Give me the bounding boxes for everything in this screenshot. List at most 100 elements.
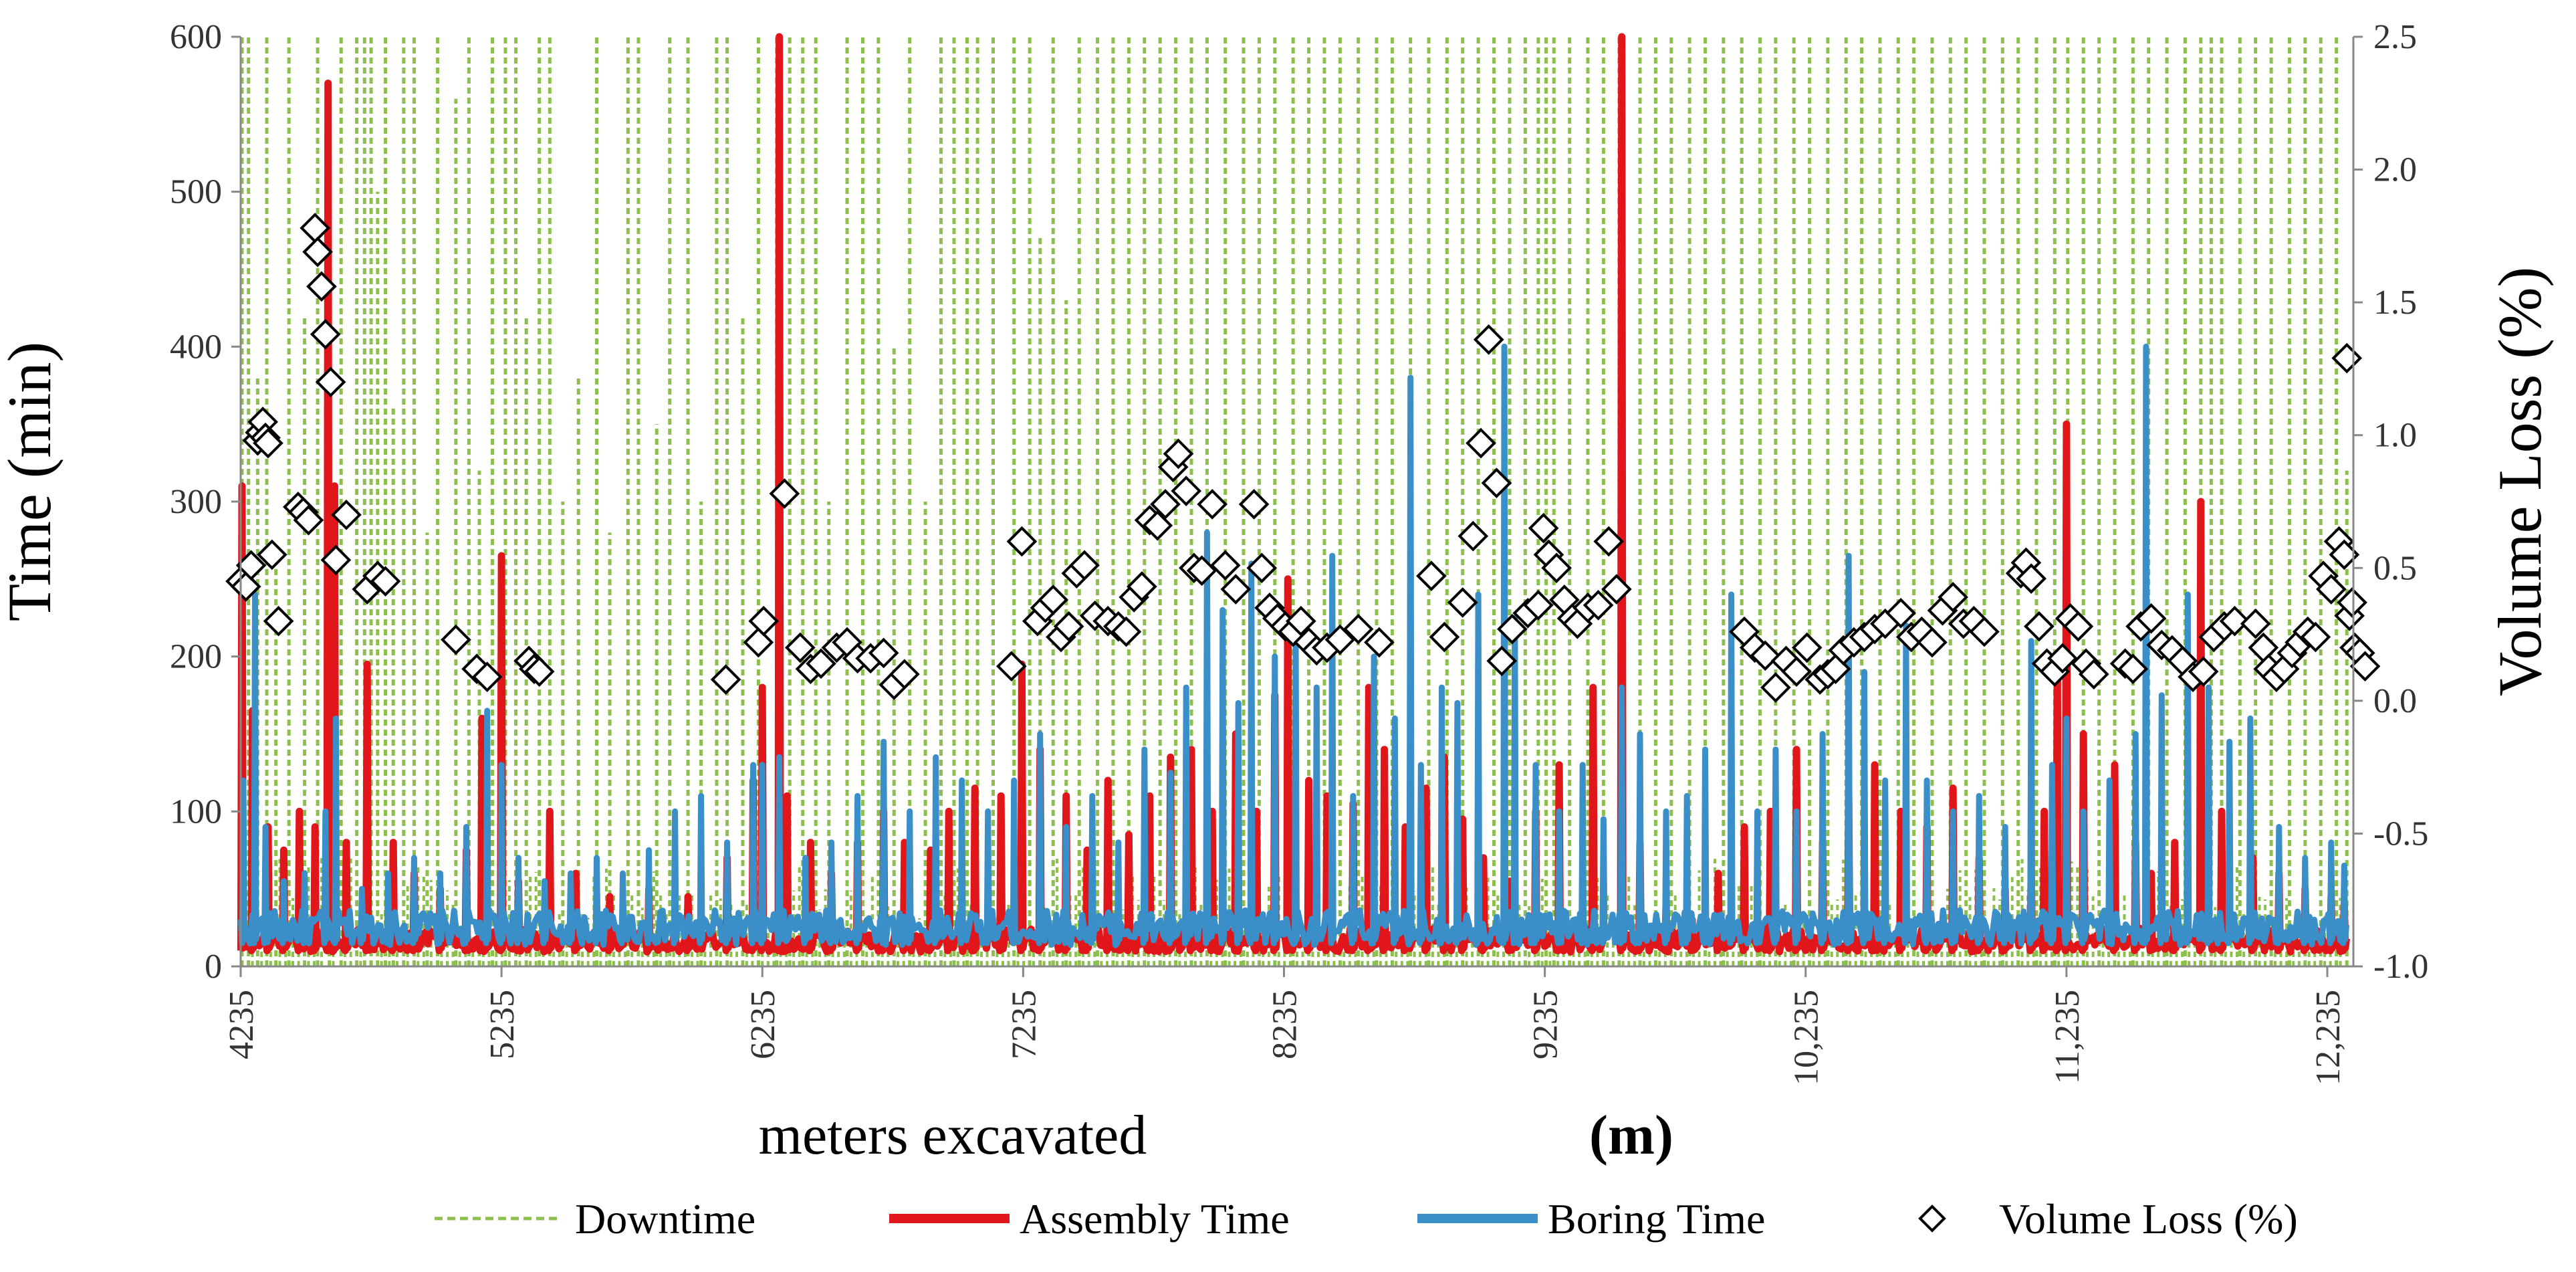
volume-loss-point [2240,608,2271,639]
volume-loss-point [2219,605,2250,637]
volume-loss-point [2063,611,2094,642]
x-axis-unit: (m) [1589,1104,1673,1166]
volume-loss-point [710,664,741,695]
x-axis-title: meters excavated [759,1104,1147,1166]
volume-loss-point [523,656,555,687]
x-tick-label: 12,235 [2309,990,2347,1085]
volume-loss-point [2316,574,2347,605]
y2-tick-label: 2.5 [2373,18,2417,56]
volume-loss-point [1528,512,1559,544]
series-volume-loss [225,213,2381,703]
volume-loss-point [784,632,816,663]
volume-loss-point [1473,324,1504,355]
volume-loss-point [1497,613,1528,645]
volume-loss-point [2047,643,2078,674]
volume-loss-point [1286,605,1316,637]
volume-loss-point [1601,574,1632,605]
legend-label: Assembly Time [1020,1195,1290,1243]
volume-loss-point [1006,526,1038,557]
volume-loss-point [1163,438,1194,469]
x-tick-label: 9235 [1527,990,1565,1059]
volume-loss-point [2349,651,2381,682]
volume-loss-point [1457,520,1489,552]
volume-loss-point [441,624,471,655]
y-tick-label: 400 [170,328,222,366]
x-tick-label: 11,235 [2048,990,2087,1084]
volume-loss-point [748,605,780,637]
x-tick-label: 6235 [744,990,782,1059]
volume-loss-point [743,627,774,658]
volume-loss-point [1238,489,1270,520]
x-tick-label: 10,235 [1788,990,1826,1085]
volume-loss-point [1969,616,2000,647]
volume-loss-point [331,500,362,530]
y2-tick-label: -1.0 [2373,948,2428,986]
x-tick-label: 8235 [1266,990,1304,1059]
volume-loss-point [263,605,294,637]
legend-swatch [1918,1204,1946,1233]
y-tick-label: 100 [170,792,222,831]
volume-loss-point [293,504,324,536]
legend-downtime: Downtime [435,1195,755,1243]
volume-loss-point [1110,616,1142,647]
volume-loss-point [310,318,341,350]
legend-label: Volume Loss (%) [1999,1195,2298,1243]
volume-loss-point [1127,571,1157,602]
volume-loss-point [2135,603,2167,634]
volume-loss-point [1171,475,1202,506]
volume-loss-point [1750,640,1781,671]
volume-loss-point [1486,645,1518,677]
y2-tick-label: -0.5 [2373,815,2428,853]
volume-loss-point [2188,656,2219,687]
volume-loss-point [1186,555,1217,587]
volume-loss-point [1447,587,1478,618]
legend-boring-time: Boring Time [1417,1195,1765,1243]
volume-loss-point [370,566,401,597]
volume-loss-point [302,236,333,268]
volume-loss-point [806,648,836,679]
y-tick-label: 300 [170,483,222,521]
y-tick-label: 600 [170,18,222,56]
volume-loss-point [1885,597,1916,629]
volume-loss-point [1364,627,1395,658]
y2-tick-label: 0.0 [2373,682,2417,720]
volume-loss-point [1197,489,1228,520]
series-boring-time [237,343,2349,948]
volume-loss-point [2079,659,2109,690]
volume-loss-point [1053,611,1084,642]
y2-axis-title: Volume Loss (%) [2486,267,2554,696]
volume-loss-point [1150,489,1181,520]
legend-assembly-time: Assembly Time [889,1195,1290,1243]
volume-loss-point [1583,590,1614,621]
axis-labels: Time (min) Volume Loss (%) meters excava… [0,267,2554,1166]
plot-area [225,33,2381,966]
legend-label: Downtime [575,1195,755,1243]
volume-loss-point [1416,560,1447,592]
x-tick-label: 5235 [483,990,521,1059]
volume-loss-point [1791,632,1823,663]
volume-loss-point [2117,653,2149,685]
volume-loss-point [1781,656,1812,687]
volume-loss-point [1142,510,1173,541]
volume-loss-point [2024,611,2055,642]
legend-label: Boring Time [1548,1195,1765,1243]
volume-loss-point [889,659,920,690]
volume-loss-point [1481,467,1512,499]
volume-loss-point [315,366,346,398]
legend: Downtime Assembly Time Boring Time Volume L… [435,1195,2298,1243]
y-tick-label: 0 [205,948,222,986]
y-tick-label: 500 [170,173,222,211]
volume-loss-point [1220,574,1252,605]
volume-loss-point [1541,552,1572,584]
volume-loss-point [1523,590,1554,621]
y-axis-title: Time (min) [0,342,64,621]
x-tick-label: 7235 [1005,990,1043,1059]
volume-loss-point [1938,582,1968,613]
volume-loss-point [1324,624,1356,655]
volume-loss-point [1466,427,1496,459]
axes: 0 100 200 300 400 500 600 -1.0 -0.5 0.0 0.5 1.0 1.5 2… [170,18,2428,1085]
volume-loss-point [1917,627,1948,658]
x-tick-label: 4235 [223,990,261,1059]
volume-loss-point [1246,552,1278,584]
volume-loss-point [2300,621,2331,653]
